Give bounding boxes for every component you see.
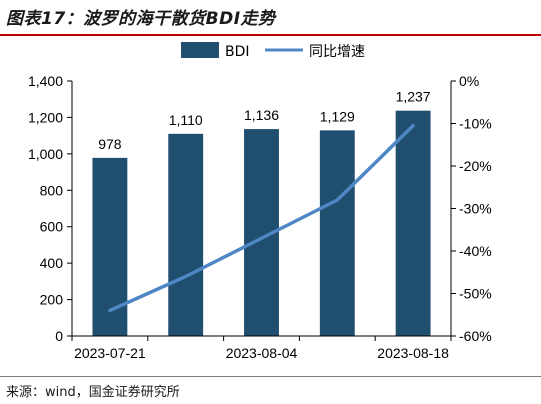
bar-value-label: 978 bbox=[98, 136, 122, 152]
left-tick-label: 1,200 bbox=[28, 109, 63, 125]
right-axis-ticks: 0% -10% -20% -30% -40% -50% -60% bbox=[451, 73, 492, 344]
legend-label-yoy: 同比增速 bbox=[309, 44, 365, 60]
bar-labels: 978 1,110 1,136 1,129 1,237 bbox=[98, 89, 431, 152]
x-axis-ticks: 2023-07-21 2023-08-04 2023-08-18 bbox=[71, 336, 452, 361]
left-tick-label: 800 bbox=[40, 182, 64, 198]
bar-2023-07-28 bbox=[168, 133, 204, 336]
right-tick-label: -50% bbox=[459, 286, 492, 302]
right-tick-label: -60% bbox=[459, 328, 492, 344]
x-tick-label: 2023-07-21 bbox=[74, 345, 146, 361]
legend: BDI 同比增速 bbox=[181, 42, 365, 60]
source-note: 来源：wind，国金证券研究所 bbox=[6, 385, 180, 400]
bars bbox=[92, 110, 431, 336]
right-tick-label: -30% bbox=[459, 201, 492, 217]
left-tick-label: 0 bbox=[55, 328, 63, 344]
figure-title: 图表17：波罗的海干散货BDI走势 bbox=[6, 9, 276, 29]
right-tick-label: -10% bbox=[459, 116, 492, 132]
source-rule bbox=[0, 376, 541, 377]
bar-value-label: 1,110 bbox=[169, 112, 203, 128]
legend-swatch-bdi bbox=[181, 42, 219, 58]
line-layer bbox=[108, 123, 415, 313]
left-tick-label: 1,400 bbox=[28, 73, 63, 89]
left-tick-label: 200 bbox=[40, 292, 64, 308]
left-tick-label: 1,000 bbox=[28, 146, 63, 162]
bar-value-label: 1,136 bbox=[244, 107, 279, 123]
x-tick-label: 2023-08-04 bbox=[226, 345, 298, 361]
right-tick-label: -20% bbox=[459, 158, 492, 174]
title-rule bbox=[0, 34, 541, 36]
left-tick-label: 400 bbox=[40, 255, 64, 271]
left-tick-label: 600 bbox=[40, 219, 64, 235]
bar-2023-08-18 bbox=[395, 110, 431, 336]
bar-value-label: 1,237 bbox=[396, 89, 431, 105]
right-tick-label: 0% bbox=[459, 73, 479, 89]
left-axis-ticks: 0 200 400 600 800 1,000 1,200 1,400 bbox=[28, 73, 72, 344]
bar-value-label: 1,129 bbox=[320, 108, 355, 124]
x-tick-label: 2023-08-18 bbox=[377, 345, 449, 361]
legend-label-bdi: BDI bbox=[225, 44, 250, 60]
right-tick-label: -40% bbox=[459, 243, 492, 259]
bar-2023-08-11 bbox=[319, 130, 355, 336]
